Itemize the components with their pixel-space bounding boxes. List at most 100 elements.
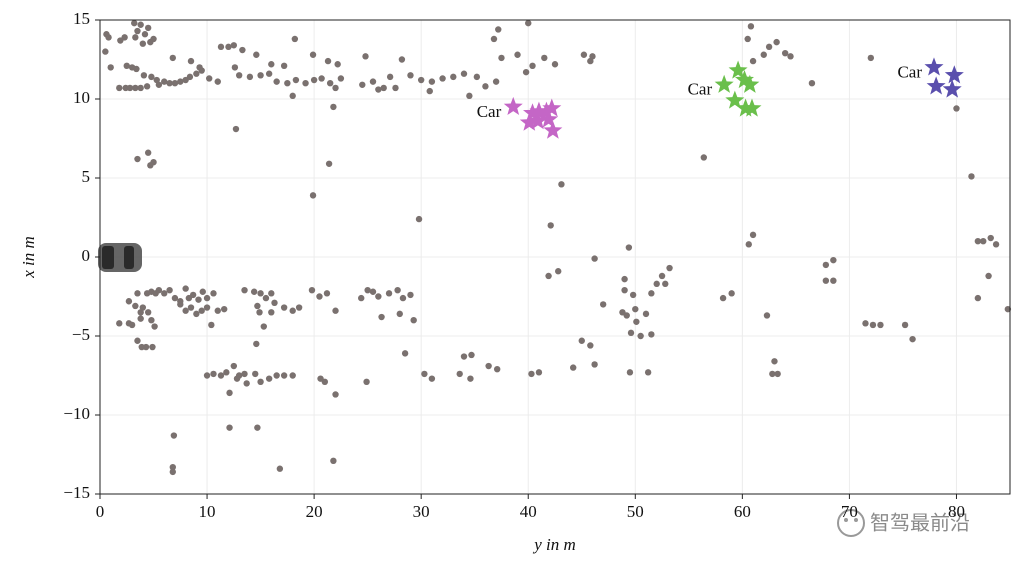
point <box>262 294 270 302</box>
star-marker <box>519 112 539 131</box>
point <box>223 369 230 376</box>
point <box>428 375 436 382</box>
point <box>621 275 628 283</box>
point <box>265 375 273 382</box>
star-marker <box>528 111 548 130</box>
point <box>877 321 884 329</box>
point <box>473 73 481 81</box>
point <box>901 321 909 329</box>
star-marker <box>543 120 563 139</box>
point <box>189 291 197 299</box>
point <box>289 307 296 314</box>
point <box>260 323 267 330</box>
point <box>330 103 337 111</box>
point <box>280 62 288 70</box>
point <box>974 238 982 245</box>
point <box>637 332 644 340</box>
point <box>195 296 202 303</box>
point <box>325 160 333 167</box>
star-marker <box>539 109 559 128</box>
point <box>745 241 752 248</box>
point <box>658 272 666 280</box>
point <box>268 309 275 316</box>
star-marker <box>503 96 523 115</box>
point <box>226 389 233 397</box>
point <box>132 302 139 310</box>
point <box>193 70 200 77</box>
point <box>749 231 757 239</box>
point <box>867 54 875 62</box>
point <box>495 26 502 33</box>
star-marker <box>725 90 745 109</box>
point <box>410 317 417 324</box>
watermark-icon <box>830 502 1000 542</box>
point <box>334 61 341 68</box>
point <box>953 105 960 112</box>
point <box>144 149 152 156</box>
star-marker <box>926 76 946 95</box>
point <box>492 78 500 85</box>
point <box>231 64 239 71</box>
point <box>177 301 184 308</box>
point <box>144 24 152 32</box>
point <box>749 57 757 65</box>
point <box>265 70 273 77</box>
point <box>396 310 403 318</box>
point <box>760 51 767 58</box>
point <box>214 78 221 85</box>
point <box>139 304 147 311</box>
point <box>147 162 154 169</box>
point <box>358 294 365 302</box>
point <box>644 369 652 376</box>
point <box>214 307 221 314</box>
point <box>121 34 128 41</box>
point <box>273 78 280 85</box>
point <box>276 465 284 472</box>
star-marker <box>924 57 944 76</box>
star-marker <box>536 101 556 120</box>
point <box>808 80 816 87</box>
point <box>144 309 152 316</box>
x-tick-label: 0 <box>96 502 105 521</box>
point <box>284 80 291 87</box>
point <box>169 468 176 476</box>
point <box>386 73 394 81</box>
x-axis-label: y in m <box>532 535 576 554</box>
star-marker <box>523 103 543 122</box>
point <box>280 304 288 311</box>
point <box>392 84 399 92</box>
point <box>369 288 377 295</box>
y-tick-label: 10 <box>73 88 90 107</box>
point <box>744 35 751 43</box>
point <box>774 370 781 378</box>
point <box>198 307 205 314</box>
point <box>426 87 433 95</box>
point <box>375 86 382 93</box>
point <box>324 57 332 65</box>
point <box>257 290 264 297</box>
point <box>302 80 309 87</box>
point <box>142 343 150 351</box>
point <box>318 75 325 82</box>
point <box>309 51 317 58</box>
point <box>235 72 243 79</box>
point <box>330 457 337 465</box>
point <box>166 80 173 87</box>
point <box>589 53 596 60</box>
point <box>394 286 401 294</box>
point <box>326 80 334 87</box>
point <box>375 293 382 300</box>
point <box>187 57 195 65</box>
point <box>625 244 633 251</box>
point <box>822 261 830 269</box>
y-tick-label: 15 <box>73 9 90 28</box>
star-marker <box>942 79 962 98</box>
point <box>621 286 628 294</box>
point <box>545 272 552 280</box>
point <box>909 335 916 343</box>
point <box>137 21 144 28</box>
point <box>332 391 339 398</box>
y-tick-label: 5 <box>82 167 91 186</box>
point <box>580 51 588 58</box>
